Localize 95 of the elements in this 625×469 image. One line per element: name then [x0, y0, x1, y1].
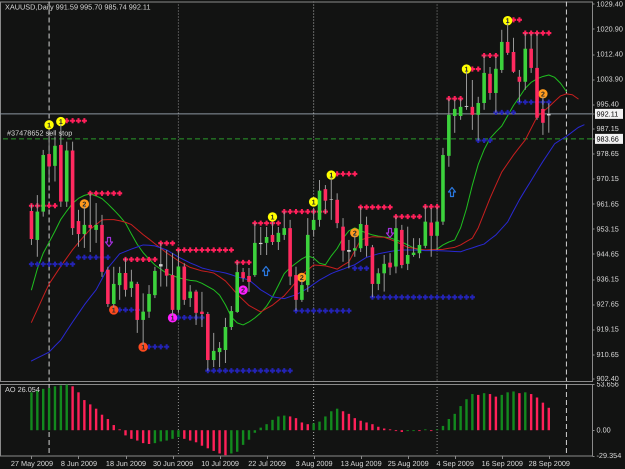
bar	[66, 384, 68, 430]
bar	[324, 416, 327, 430]
candlestick	[247, 267, 251, 292]
bar	[454, 413, 456, 430]
bar	[506, 392, 509, 430]
bar	[306, 424, 309, 430]
candlestick	[352, 232, 357, 258]
bar	[165, 430, 168, 440]
bar	[330, 410, 332, 430]
bar	[459, 406, 462, 430]
bar	[371, 424, 374, 430]
candlestick	[147, 284, 151, 318]
bar	[106, 418, 110, 430]
bar	[359, 420, 362, 430]
bar	[518, 392, 521, 430]
candlestick	[164, 249, 168, 288]
candlestick	[335, 192, 339, 229]
bar	[494, 396, 498, 430]
bar	[348, 413, 350, 430]
candlestick	[224, 317, 228, 364]
bar	[200, 430, 204, 446]
candlestick	[282, 211, 286, 240]
candlestick	[218, 342, 222, 368]
candlestick	[276, 226, 280, 250]
candlestick	[264, 226, 268, 256]
bar	[548, 407, 550, 430]
candlestick	[464, 68, 468, 110]
bar	[60, 384, 62, 430]
candlestick	[412, 238, 416, 258]
bar	[83, 400, 86, 430]
bar	[288, 416, 292, 430]
bar	[71, 386, 74, 430]
candlestick	[341, 218, 345, 262]
bar	[471, 394, 474, 430]
candlestick	[388, 252, 392, 276]
bar	[477, 394, 480, 430]
bar	[500, 394, 503, 430]
candlestick	[230, 306, 234, 330]
candlestick	[418, 238, 422, 259]
bar	[265, 424, 268, 430]
candlestick	[512, 37, 516, 74]
candlestick	[376, 268, 380, 291]
candlestick	[212, 332, 216, 368]
bar	[218, 430, 221, 453]
bar	[530, 394, 532, 430]
candlestick	[188, 284, 192, 308]
bar	[94, 408, 98, 430]
bar	[283, 415, 286, 430]
candlestick	[112, 266, 116, 310]
bar	[277, 416, 280, 430]
bar	[194, 430, 198, 442]
bar	[42, 388, 44, 430]
bar	[354, 418, 356, 430]
bar	[130, 430, 133, 438]
candlestick	[382, 254, 386, 292]
candlestick	[158, 242, 163, 288]
bar	[236, 430, 238, 452]
candlestick	[458, 98, 462, 120]
bar	[212, 430, 215, 450]
bar	[448, 418, 450, 430]
bar	[300, 422, 304, 430]
bar	[142, 430, 144, 443]
candlestick	[53, 136, 57, 182]
bar	[206, 430, 210, 448]
bar	[112, 424, 115, 430]
candlestick	[88, 192, 92, 253]
candlestick	[118, 266, 122, 300]
bar	[154, 430, 156, 443]
bar	[89, 404, 92, 430]
bar	[188, 430, 192, 440]
candlestick	[76, 209, 80, 248]
bar	[242, 430, 244, 444]
candlestick	[364, 216, 368, 258]
bar	[136, 430, 138, 440]
candlestick	[130, 269, 134, 298]
candlestick	[518, 69, 522, 103]
bar	[377, 426, 380, 430]
bar	[254, 430, 256, 432]
candlestick	[241, 267, 245, 282]
bar	[177, 430, 180, 437]
candlestick	[94, 202, 98, 244]
bar	[260, 427, 262, 430]
bar	[482, 392, 486, 430]
bar	[183, 430, 186, 438]
bar	[542, 402, 544, 430]
bar	[160, 430, 162, 441]
bar	[230, 430, 233, 453]
candlestick	[488, 66, 492, 100]
candlestick	[406, 226, 410, 271]
bar	[336, 408, 338, 430]
bar	[48, 388, 50, 430]
bar	[312, 422, 315, 430]
candlestick	[470, 79, 474, 130]
candlestick	[300, 280, 304, 302]
bar	[524, 392, 526, 430]
